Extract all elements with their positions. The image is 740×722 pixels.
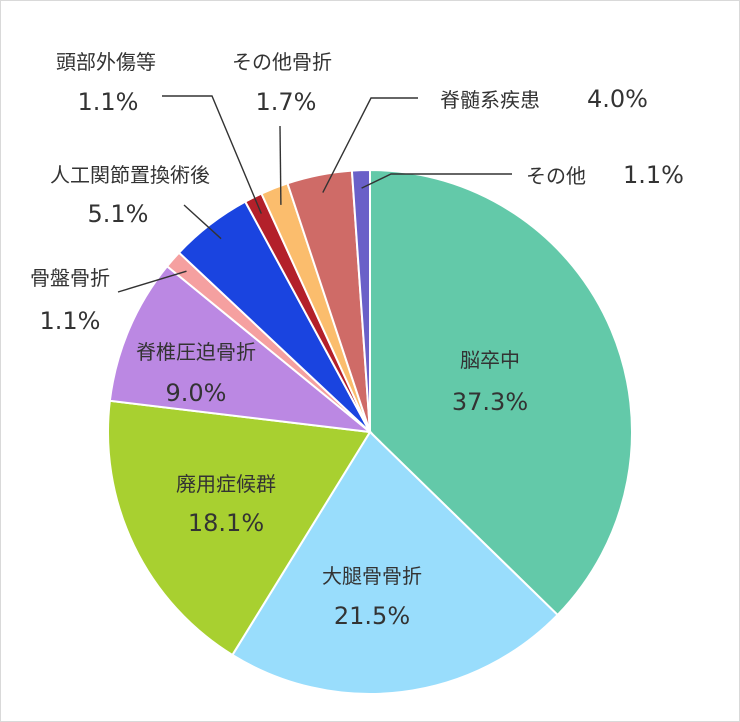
pie-slice-disuse-syndrome [107,399,372,657]
slice-percent-joint-replacement: 5.1% [88,200,149,228]
pie-slice-stroke [369,168,633,617]
slice-percent-disuse-syndrome: 18.1% [188,509,264,537]
slice-percent-femur-fracture: 21.5% [334,602,410,630]
slice-percent-head-injury: 1.1% [78,88,139,116]
slice-percent-spinal-cord-disease: 4.0% [587,85,648,113]
slice-percent-stroke: 37.3% [452,388,528,416]
pie-slices [107,168,633,696]
pie-slice-other [350,168,371,433]
slice-percent-vertebral-compression-fracture: 9.0% [166,379,227,407]
pie-slice-vertebral-compression-fracture [108,264,374,434]
slice-label-spinal-cord-disease: 脊髄系疾患 [440,88,540,112]
leader-line-spinal-cord-disease [322,97,418,193]
slice-label-other: その他 [526,164,586,188]
slice-label-other-fracture: その他骨折 [232,50,332,74]
slice-label-head-injury: 頭部外傷等 [56,50,156,74]
slice-percent-other-fracture: 1.7% [256,88,317,116]
pie-slice-femur-fracture [231,430,559,696]
leader-line-pelvic-fracture [117,270,187,293]
leader-line-other [361,173,512,189]
slice-label-disuse-syndrome: 廃用症候群 [176,472,276,496]
slice-label-vertebral-compression-fracture: 脊椎圧迫骨折 [136,340,256,364]
leader-lines [117,95,512,293]
slice-label-pelvic-fracture: 骨盤骨折 [30,266,110,290]
leader-line-head-injury [162,95,262,214]
leader-line-other-fracture [279,125,282,205]
slice-percent-other: 1.1% [623,161,684,189]
slice-label-joint-replacement: 人工関節置換術後 [50,163,210,187]
slice-percent-pelvic-fracture: 1.1% [40,307,101,335]
slice-label-stroke: 脳卒中 [460,348,520,372]
slice-label-femur-fracture: 大腿骨骨折 [322,564,422,588]
leader-line-joint-replacement [183,204,222,240]
